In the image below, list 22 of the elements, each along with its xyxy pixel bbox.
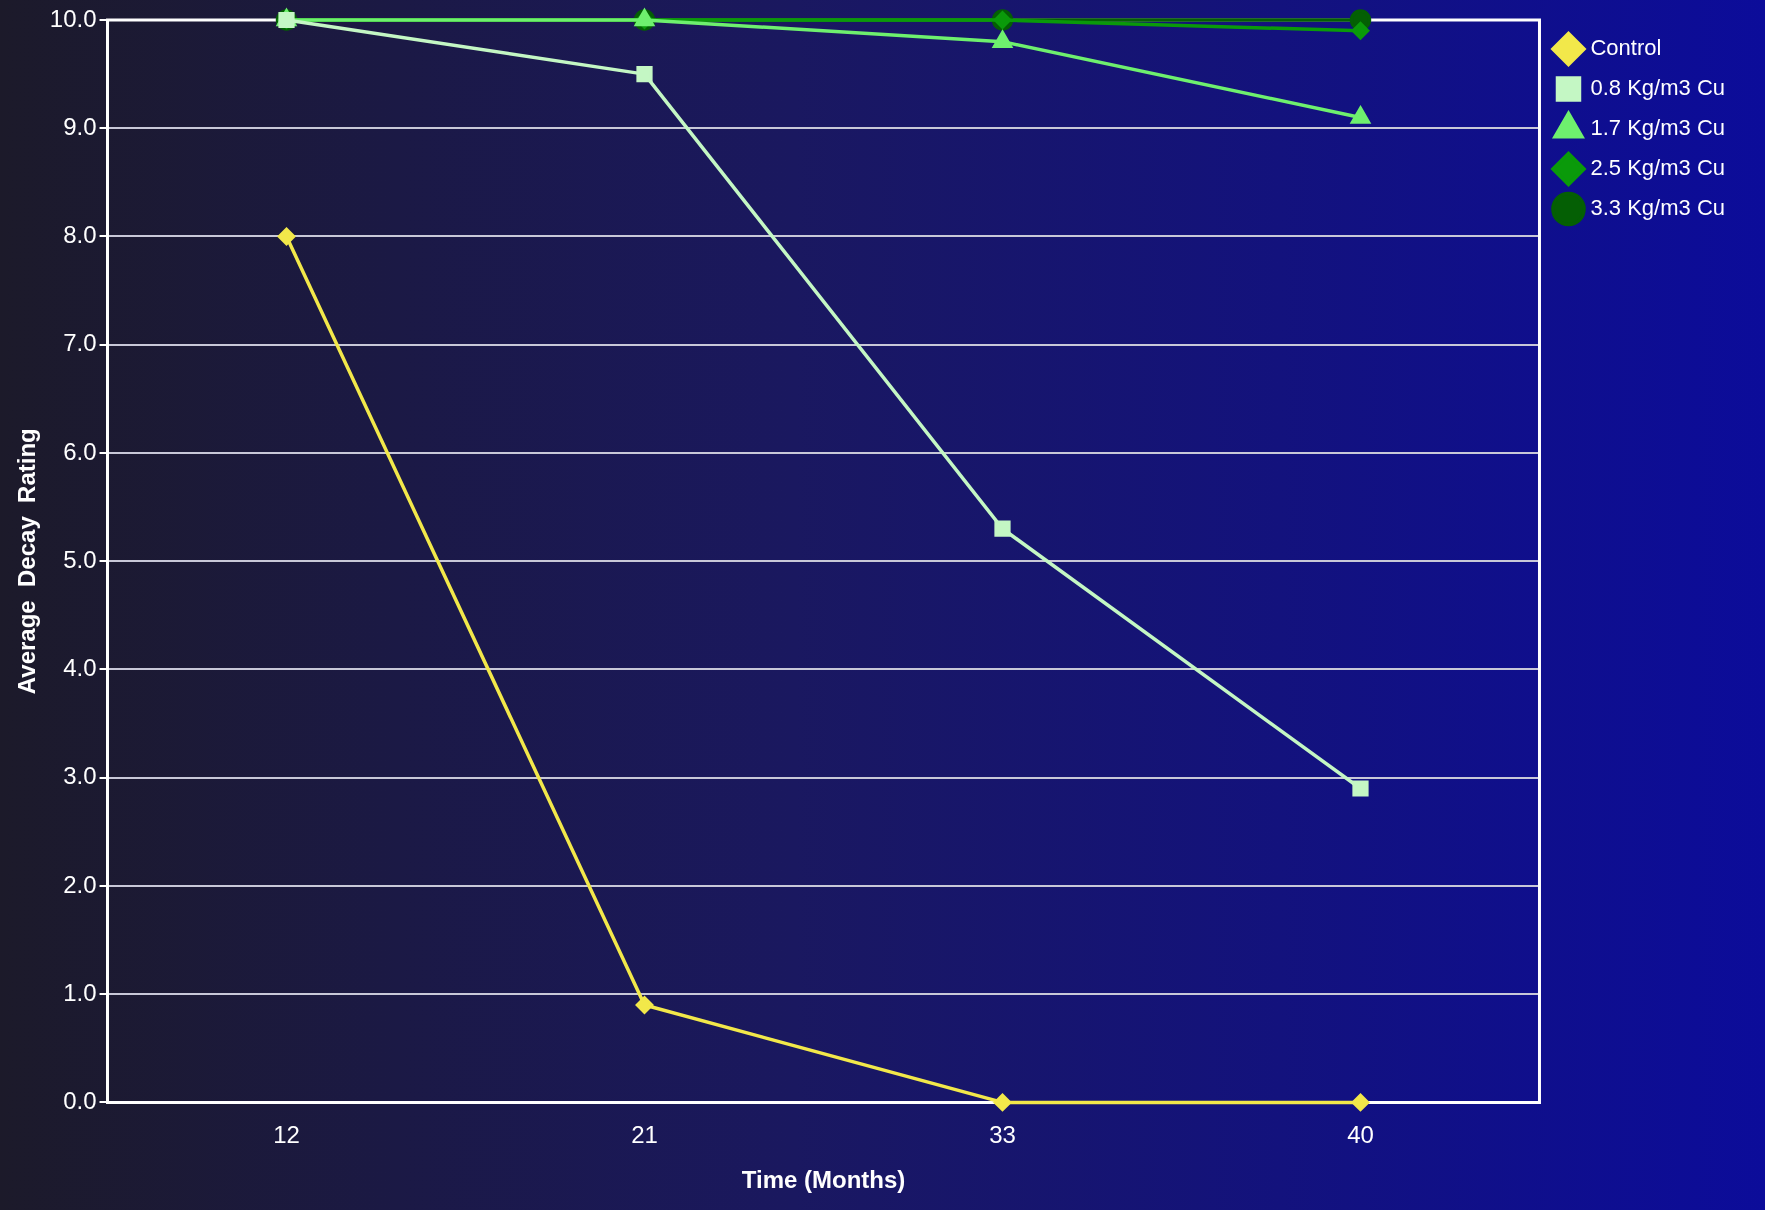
y-tick-label: 7.0: [63, 329, 97, 357]
legend-label: Control: [1590, 35, 1662, 61]
x-tick-label: 12: [273, 1121, 300, 1149]
y-tick-label: 5.0: [63, 545, 97, 573]
y-tick-label: 6.0: [63, 437, 97, 465]
legend-label: 3.3 Kg/m3 Cu: [1590, 195, 1725, 221]
y-tick-label: 10.0: [49, 4, 97, 32]
x-axis-title: Time (Months): [741, 1166, 906, 1194]
y-tick-label: 8.0: [63, 221, 97, 249]
legend-label: 0.8 Kg/m3 Cu: [1590, 75, 1725, 101]
legend-label: 1.7 Kg/m3 Cu: [1590, 115, 1725, 141]
x-tick-label: 33: [989, 1121, 1016, 1149]
y-tick-label: 0.0: [63, 1087, 97, 1115]
x-tick-label: 21: [631, 1121, 658, 1149]
y-axis-title: Average Decay Rating: [13, 428, 41, 695]
y-tick-label: 9.0: [63, 112, 97, 140]
x-tick-label: 40: [1347, 1121, 1374, 1149]
y-tick-label: 2.0: [63, 870, 97, 898]
y-tick-label: 3.0: [63, 762, 97, 790]
y-tick-label: 1.0: [63, 978, 97, 1006]
legend-label: 2.5 Kg/m3 Cu: [1590, 155, 1725, 181]
y-tick-label: 4.0: [63, 654, 97, 682]
